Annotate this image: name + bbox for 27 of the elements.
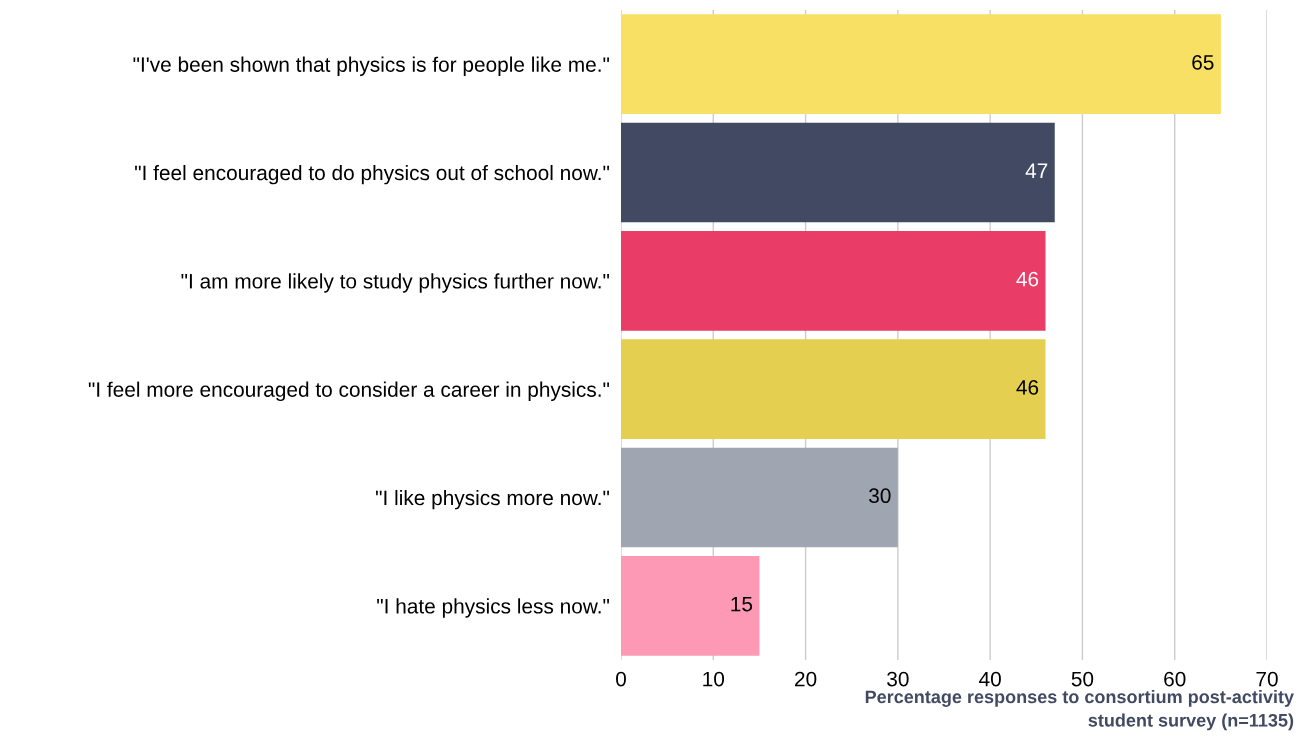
data-label: 46: [1016, 380, 1039, 395]
bar: [621, 339, 1046, 439]
y-tick-label: "I hate physics less now.": [377, 598, 610, 618]
x-tick-label: 20: [795, 671, 817, 687]
bar: [621, 122, 1055, 223]
bar: [621, 14, 1221, 114]
data-label: 47: [1025, 163, 1048, 178]
bar: [621, 447, 898, 548]
x-tick-label: 70: [1256, 671, 1278, 687]
x-axis-title: Percentage responses to consortium post-activity student survey (n=1135): [865, 690, 1294, 731]
y-tick-label: "I feel encouraged to do physics out of school now.": [135, 164, 610, 185]
x-tick-label: 10: [703, 671, 725, 687]
y-tick-label: "I've been shown that physics is for people like me.": [133, 56, 610, 77]
data-label: 65: [1192, 55, 1214, 70]
bar: [621, 231, 1046, 331]
x-tick-label: 60: [1164, 671, 1186, 687]
y-tick-label: "I am more likely to study physics further now.": [181, 273, 610, 293]
x-tick-label: 0: [616, 671, 626, 687]
y-tick-label: "I feel more encouraged to consider a career in physics.": [88, 381, 610, 402]
y-tick-label: "I like physics more now.": [376, 489, 610, 510]
bar: [621, 556, 760, 656]
x-tick-label: 30: [887, 671, 909, 687]
data-label: 30: [869, 488, 891, 504]
data-label: 15: [731, 596, 753, 612]
x-tick-label: 40: [979, 671, 1001, 687]
data-label: 46: [1016, 271, 1039, 287]
x-tick-label: 50: [1071, 671, 1094, 687]
